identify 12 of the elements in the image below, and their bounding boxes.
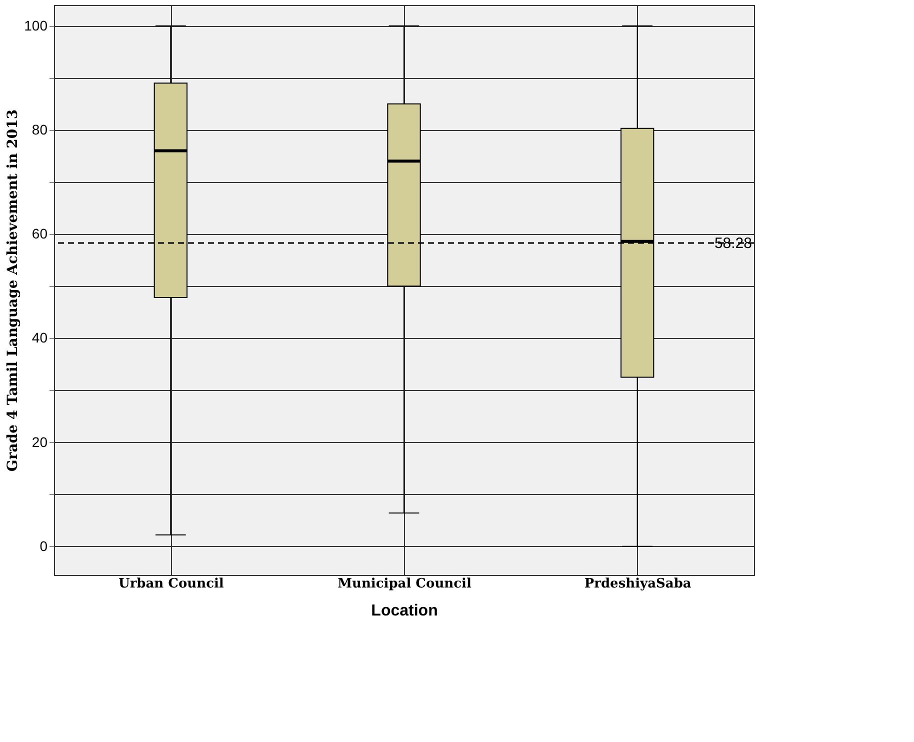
- y-tick-label: 0: [40, 538, 48, 554]
- y-tick-label: 80: [32, 121, 48, 138]
- y-tick-label: 40: [32, 330, 48, 346]
- y-tick-label: 100: [24, 17, 48, 34]
- y-axis-title: Grade 4 Tamil Language Achievement in 2013: [5, 109, 22, 472]
- x-tick-label: Municipal Council: [338, 576, 472, 592]
- ref-line-label: 58.28: [714, 234, 752, 252]
- x-tick-label: Urban Council: [118, 576, 224, 592]
- y-tick-label: 20: [32, 434, 48, 450]
- y-tick-label: 60: [32, 226, 48, 242]
- x-tick-label: PrdeshiyaSaba: [584, 576, 692, 592]
- x-axis-title: Location: [371, 602, 438, 620]
